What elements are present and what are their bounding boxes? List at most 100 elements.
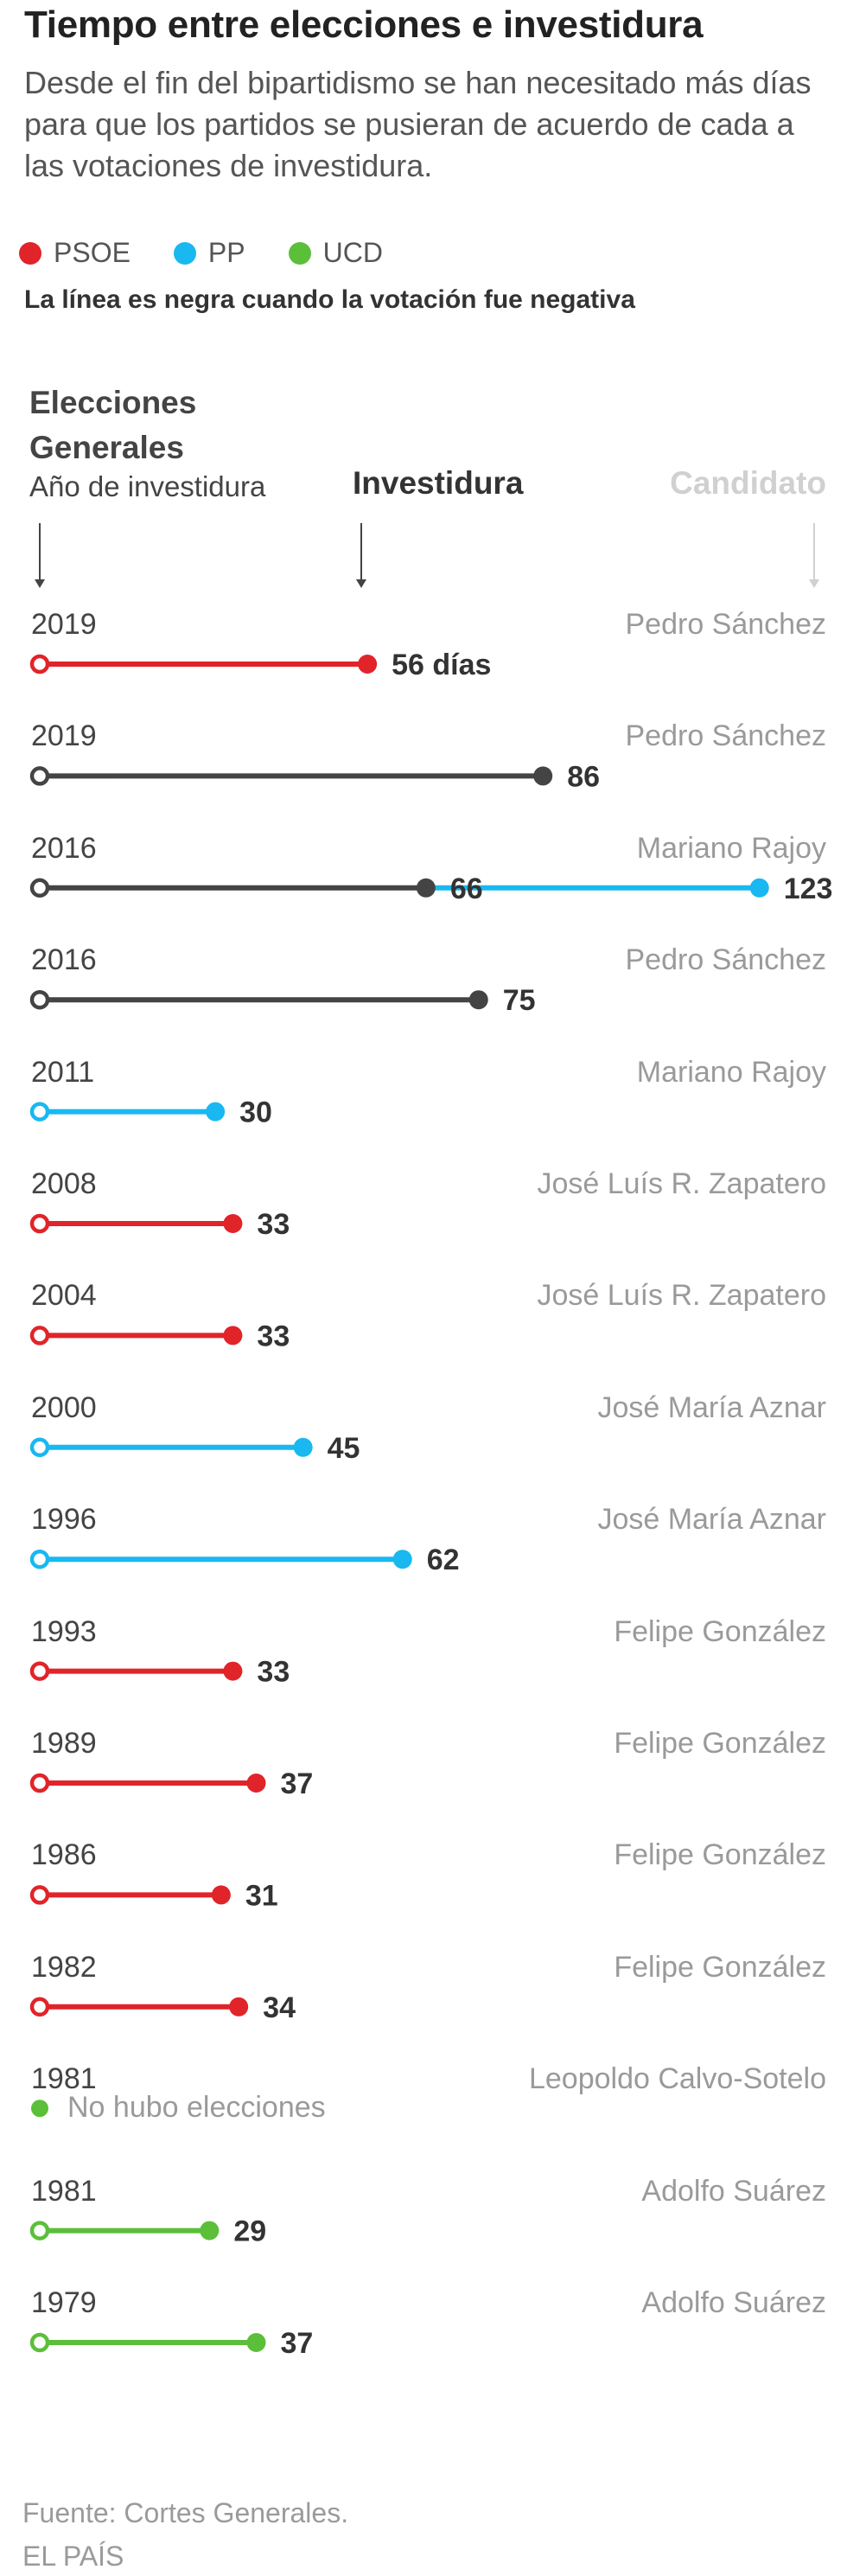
row-candidate: Mariano Rajoy	[636, 1055, 826, 1089]
row-candidate: Felipe González	[614, 1838, 826, 1872]
row-year: 2016	[31, 943, 97, 977]
bar-end-point	[416, 878, 436, 898]
bar-start-point	[29, 2221, 50, 2240]
legend-dot-pp	[173, 241, 196, 265]
row-candidate: Felipe González	[614, 1614, 826, 1648]
chart-title: Tiempo entre elecciones e investidura	[24, 3, 704, 46]
no-election-dot	[31, 2100, 48, 2118]
bar-end-point	[246, 1774, 266, 1793]
data-label: 29	[233, 2215, 266, 2248]
row-candidate: Felipe González	[614, 1727, 826, 1760]
bar-end-point	[211, 1885, 231, 1905]
header-investidura: Investidura	[353, 465, 524, 501]
legend-label-psoe: PSOE	[54, 237, 131, 268]
data-label: 33	[257, 1320, 290, 1352]
data-label: 62	[427, 1544, 460, 1576]
row-year: 2004	[31, 1279, 97, 1313]
row-year: 1981	[31, 2062, 97, 2096]
bar-start-point	[29, 878, 50, 898]
row-year: 1993	[31, 1614, 97, 1648]
legend-item-pp: PP	[173, 237, 245, 269]
row-candidate: Leopoldo Calvo-Sotelo	[528, 2062, 826, 2096]
row-candidate: Pedro Sánchez	[625, 608, 827, 641]
header-year: Año de investidura	[29, 470, 266, 502]
bar-start-point	[29, 1661, 50, 1681]
row-year: 1986	[31, 1838, 97, 1872]
data-label: 75	[503, 984, 536, 1017]
bar-end-point	[468, 990, 488, 1010]
row-candidate: Felipe González	[614, 1950, 826, 1984]
arrow-candidato-head	[809, 579, 819, 588]
legend-item-ucd: UCD	[288, 237, 383, 269]
data-label: 30	[239, 1096, 272, 1129]
bar-start-point	[29, 989, 50, 1010]
row-candidate: José Luís R. Zapatero	[537, 1167, 826, 1200]
data-label: 56 días	[392, 649, 491, 681]
bar-end-point	[392, 1550, 412, 1569]
chart-subtitle: Desde el fin del bipartidismo se han nec…	[24, 65, 812, 183]
data-label: 123	[784, 873, 833, 905]
legend: PSOE PP UCD	[19, 237, 426, 269]
bar-end-point	[358, 655, 378, 674]
bar-end-point	[293, 1437, 313, 1457]
data-label: 33	[257, 1656, 290, 1689]
row-candidate: Adolfo Suárez	[641, 2174, 826, 2208]
row-year: 2011	[31, 1055, 95, 1089]
bar-end-point	[223, 1326, 243, 1346]
bar-start-point	[29, 1885, 50, 1905]
row-year: 2008	[31, 1167, 97, 1200]
data-label: 33	[257, 1208, 290, 1241]
legend-dot-psoe	[19, 241, 41, 265]
legend-item-psoe: PSOE	[19, 237, 131, 269]
header-elecciones: Elecciones Generales	[29, 385, 197, 465]
bar-start-point	[29, 1997, 50, 2017]
bar-end-point	[223, 1661, 243, 1681]
bar-start-point	[29, 1437, 50, 1458]
data-label: 37	[280, 1767, 313, 1800]
bar-start-point	[29, 1213, 50, 1234]
source: Fuente: Cortes Generales.	[22, 2497, 349, 2528]
row-candidate: José María Aznar	[597, 1503, 826, 1537]
bar-end-point	[229, 1997, 249, 2017]
no-election-text: No hubo elecciones	[67, 2091, 326, 2125]
data-label: 66	[450, 873, 483, 905]
bar-end-point	[200, 2221, 220, 2240]
row-year: 1982	[31, 1950, 97, 1984]
bar-start-point	[29, 1102, 50, 1122]
row-year: 1979	[31, 2286, 97, 2319]
bar-end-point	[223, 1214, 243, 1233]
data-label: 37	[280, 2327, 313, 2360]
bar-start-point	[29, 654, 50, 674]
data-label: 31	[245, 1879, 278, 1912]
bar-end-point	[533, 766, 553, 786]
row-year: 1996	[31, 1503, 97, 1537]
arrow-investidura-head	[356, 579, 366, 588]
bar-end-point	[206, 1102, 226, 1122]
data-label: 45	[328, 1432, 360, 1465]
row-candidate: Pedro Sánchez	[625, 719, 827, 753]
row-candidate: José Luís R. Zapatero	[537, 1279, 826, 1313]
arrow-year-head	[35, 579, 45, 588]
row-candidate: Pedro Sánchez	[625, 943, 827, 977]
row-year: 2016	[31, 831, 97, 865]
row-year: 2019	[31, 719, 97, 753]
data-label: 86	[567, 760, 600, 793]
bar-start-point	[29, 1326, 50, 1346]
row-year: 1981	[31, 2174, 97, 2208]
bar-end-point	[749, 878, 769, 898]
row-candidate: Mariano Rajoy	[636, 831, 826, 865]
bar-end-point	[246, 2333, 266, 2352]
row-candidate: José María Aznar	[597, 1390, 826, 1424]
row-year: 1989	[31, 1727, 97, 1760]
data-label: 34	[263, 1991, 296, 2024]
legend-label-pp: PP	[207, 237, 245, 268]
brand: EL PAÍS	[22, 2541, 124, 2572]
bar-start-point	[29, 2332, 50, 2353]
header-candidato: Candidato	[670, 465, 826, 501]
legend-label-ucd: UCD	[322, 237, 383, 268]
row-candidate: Adolfo Suárez	[641, 2286, 826, 2319]
bar-start-point	[29, 1773, 50, 1793]
bar-start-point	[29, 1549, 50, 1569]
